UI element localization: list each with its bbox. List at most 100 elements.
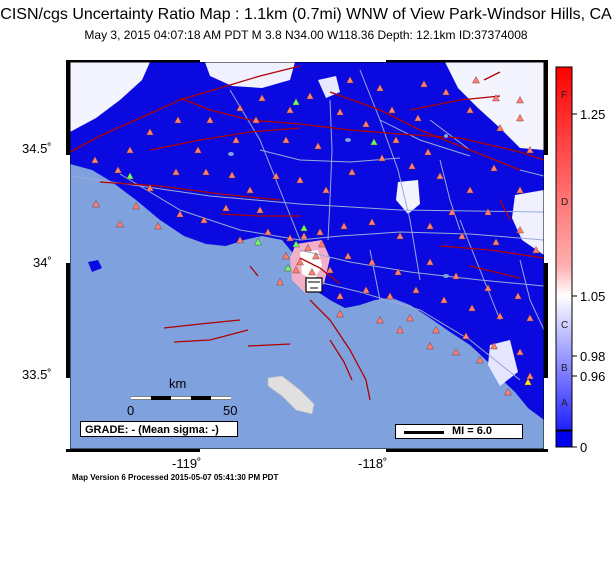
station-marker-green xyxy=(300,224,308,232)
mi-legend: MI = 6.0 xyxy=(395,424,523,439)
station-marker-green xyxy=(126,172,134,180)
station-marker xyxy=(202,168,210,176)
fault-lines xyxy=(70,65,544,401)
station-marker-green xyxy=(292,98,300,106)
station-marker xyxy=(256,206,264,214)
station-marker xyxy=(420,80,428,88)
station-marker xyxy=(206,116,214,124)
station-marker xyxy=(516,114,524,122)
lakes xyxy=(228,134,449,278)
station-marker xyxy=(376,316,384,324)
station-marker xyxy=(492,238,500,246)
station-marker xyxy=(462,332,470,340)
station-marker xyxy=(442,88,450,96)
station-marker xyxy=(146,184,154,192)
station-marker-yellow xyxy=(524,378,532,386)
station-marker-green xyxy=(292,240,300,248)
station-marker xyxy=(516,96,524,104)
station-marker xyxy=(368,218,376,226)
station-marker xyxy=(472,76,480,84)
colorbar-value-low: 0 xyxy=(580,440,587,455)
station-marker-green xyxy=(370,138,378,146)
station-marker-green xyxy=(254,238,262,246)
station-marker xyxy=(440,296,448,304)
scale-unit: km xyxy=(169,376,186,391)
station-marker xyxy=(296,258,304,266)
station-marker xyxy=(308,268,316,276)
station-marker xyxy=(392,136,400,144)
map-frame xyxy=(66,60,548,452)
station-marker xyxy=(91,156,99,164)
station-marker xyxy=(282,136,290,144)
grade-letter-f: F xyxy=(561,90,567,101)
low-coverage-area xyxy=(445,62,544,150)
station-marker xyxy=(490,164,498,172)
station-marker xyxy=(526,146,534,154)
station-marker xyxy=(412,286,420,294)
epicenter-star-icon xyxy=(305,277,323,293)
colorbar-value: 0.96 xyxy=(580,369,605,384)
station-marker xyxy=(396,326,404,334)
station-marker xyxy=(386,292,394,300)
grade-box: GRADE: - (Mean sigma: -) xyxy=(80,421,238,437)
station-marker xyxy=(426,222,434,230)
station-marker xyxy=(276,278,284,286)
mi-legend-line xyxy=(404,431,444,434)
scale-bar: km 0 50 xyxy=(127,376,237,418)
island xyxy=(88,260,102,272)
station-marker xyxy=(292,266,300,274)
station-marker xyxy=(316,228,324,236)
station-marker xyxy=(174,116,182,124)
station-marker xyxy=(304,244,312,252)
lon-label-118: -118˚ xyxy=(358,456,387,471)
station-marker xyxy=(336,292,344,300)
station-marker xyxy=(362,286,370,294)
scale-start: 0 xyxy=(127,403,134,418)
station-marker xyxy=(300,232,308,240)
station-marker xyxy=(532,246,540,254)
station-marker xyxy=(484,284,492,292)
station-marker xyxy=(426,258,434,266)
event-subtitle: May 3, 2015 04:07:18 AM PDT M 3.8 N34.00… xyxy=(84,28,528,42)
low-coverage-area xyxy=(205,62,295,88)
station-marker xyxy=(258,94,266,102)
station-marker xyxy=(336,310,344,318)
station-marker xyxy=(388,106,396,114)
lat-label-34: 34˚ xyxy=(33,255,52,270)
station-marker xyxy=(516,186,524,194)
station-marker xyxy=(516,348,524,356)
station-marker xyxy=(236,104,244,112)
station-marker xyxy=(340,222,348,230)
station-marker xyxy=(484,208,492,216)
station-marker xyxy=(432,326,440,334)
station-marker xyxy=(406,314,414,322)
map-title: CISN/cgs Uncertainty Ratio Map : 1.1km (… xyxy=(0,6,612,23)
station-marker xyxy=(504,388,512,396)
station-marker xyxy=(346,76,354,84)
station-marker xyxy=(376,84,384,92)
station-marker xyxy=(348,168,356,176)
uncertainty-field xyxy=(70,62,544,420)
station-marker xyxy=(526,372,534,380)
station-marker xyxy=(336,108,344,116)
station-marker xyxy=(490,342,498,350)
station-marker xyxy=(326,266,334,274)
low-coverage-area xyxy=(512,190,544,255)
station-marker xyxy=(132,202,140,210)
station-marker xyxy=(368,258,376,266)
station-marker xyxy=(466,106,474,114)
station-marker xyxy=(228,171,236,179)
station-marker xyxy=(414,114,422,122)
station-marker xyxy=(116,220,124,228)
grade-letter-a: A xyxy=(561,398,568,409)
mi-legend-text: MI = 6.0 xyxy=(452,425,493,437)
station-marker xyxy=(452,272,460,280)
station-marker xyxy=(272,172,280,180)
station-marker xyxy=(362,120,370,128)
lon-label-119: -119˚ xyxy=(172,456,201,471)
station-marker xyxy=(306,92,314,100)
station-marker xyxy=(126,146,134,154)
station-marker xyxy=(344,252,352,260)
station-marker xyxy=(378,154,386,162)
station-marker xyxy=(476,356,484,364)
